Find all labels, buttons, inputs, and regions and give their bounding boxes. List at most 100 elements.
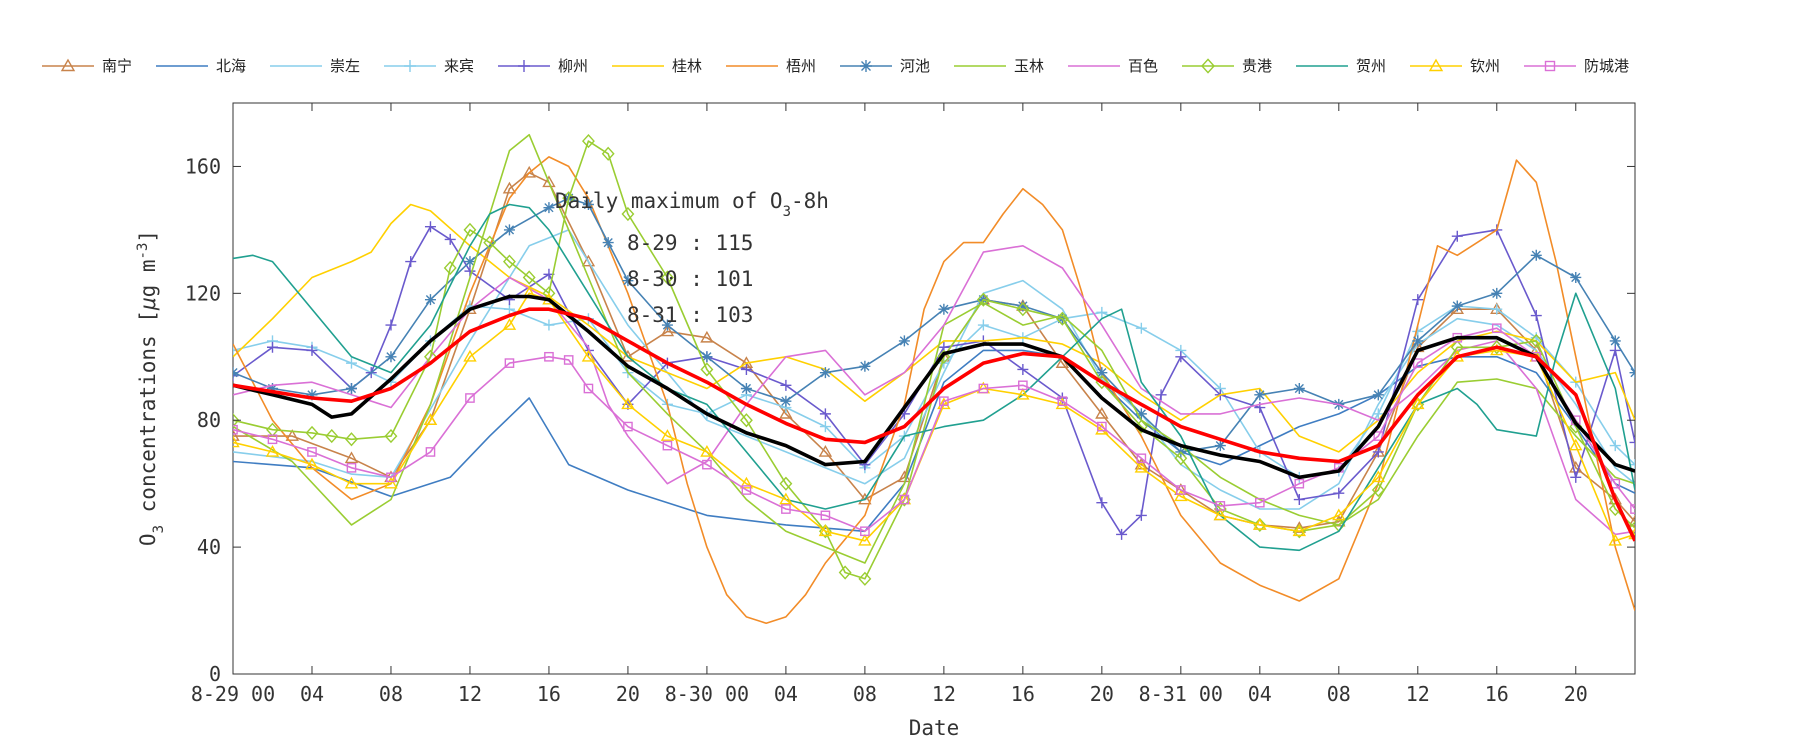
x-tick-label: 08 bbox=[853, 682, 877, 706]
max-annotation: Daily maximum of O3-8h 8-29 : 115 8-30 : 1… bbox=[555, 189, 829, 327]
data-point bbox=[661, 319, 673, 331]
data-point bbox=[1451, 300, 1463, 312]
data-point bbox=[1628, 514, 1635, 527]
data-point bbox=[858, 492, 872, 505]
x-tick-label: 8-31 00 bbox=[1139, 682, 1223, 706]
data-point bbox=[443, 260, 457, 276]
legend-marker bbox=[404, 60, 416, 72]
x-tick-label: 20 bbox=[1564, 682, 1588, 706]
data-point bbox=[780, 395, 792, 407]
y-tick-label: 120 bbox=[185, 281, 221, 305]
data-point bbox=[819, 367, 831, 379]
data-point bbox=[1609, 344, 1621, 356]
data-point bbox=[1373, 431, 1384, 441]
annotation-title: Daily maximum of O3-8h bbox=[555, 189, 829, 220]
series-3 bbox=[233, 229, 1635, 510]
data-point bbox=[344, 476, 359, 489]
data-point bbox=[306, 344, 318, 356]
data-point bbox=[779, 406, 793, 419]
data-point bbox=[937, 349, 951, 364]
data-point bbox=[1176, 485, 1186, 495]
series-11 bbox=[233, 133, 1635, 586]
series-line bbox=[233, 203, 1635, 552]
data-point bbox=[1294, 478, 1305, 489]
data-point bbox=[858, 533, 872, 546]
data-point bbox=[1018, 380, 1028, 391]
data-point bbox=[583, 383, 594, 394]
data-point bbox=[938, 303, 950, 315]
data-point bbox=[1253, 517, 1267, 532]
y-tick-label: 40 bbox=[197, 535, 221, 559]
data-point bbox=[660, 324, 675, 337]
data-point bbox=[1213, 508, 1228, 521]
data-point bbox=[1491, 303, 1503, 315]
data-point bbox=[1332, 508, 1346, 521]
legend-marker bbox=[1544, 60, 1556, 72]
data-point bbox=[503, 224, 515, 236]
x-tick-label: 12 bbox=[1406, 682, 1430, 706]
x-tick-label: 04 bbox=[774, 682, 798, 706]
legend-label: 柳州 bbox=[558, 57, 588, 75]
data-point bbox=[602, 237, 614, 249]
legend-item: 南宁 bbox=[42, 57, 132, 75]
data-point bbox=[1412, 335, 1424, 347]
data-point bbox=[601, 146, 615, 161]
data-point bbox=[977, 319, 989, 331]
data-point bbox=[503, 303, 515, 315]
data-point bbox=[483, 235, 497, 250]
data-point bbox=[425, 447, 436, 457]
data-point bbox=[779, 492, 793, 505]
data-point bbox=[1174, 489, 1188, 502]
series-line bbox=[233, 307, 1635, 542]
data-point bbox=[386, 472, 396, 483]
series-line bbox=[233, 203, 1635, 453]
data-point bbox=[819, 421, 831, 433]
data-point bbox=[1096, 497, 1108, 509]
data-point bbox=[1411, 397, 1425, 410]
data-point bbox=[385, 319, 397, 331]
data-point bbox=[1097, 421, 1107, 432]
x-tick-label: 8-29 00 bbox=[191, 682, 275, 706]
data-point bbox=[1569, 438, 1583, 451]
data-point bbox=[582, 199, 594, 211]
data-point bbox=[1629, 459, 1635, 471]
data-point bbox=[542, 175, 556, 188]
legend-item: 贺州 bbox=[1296, 57, 1386, 75]
data-point bbox=[622, 275, 634, 287]
x-tick-label: 16 bbox=[537, 682, 561, 706]
data-point bbox=[1412, 358, 1423, 368]
y-tick-label: 0 bbox=[209, 662, 221, 686]
data-point bbox=[543, 202, 555, 214]
data-point bbox=[1372, 446, 1384, 458]
data-point bbox=[581, 133, 595, 149]
legend-label: 玉林 bbox=[1014, 57, 1044, 75]
series-layer bbox=[233, 133, 1635, 625]
data-point bbox=[233, 413, 240, 428]
data-point bbox=[1136, 453, 1147, 464]
x-tick-label: 08 bbox=[1327, 682, 1351, 706]
y-axis-label: O3 concentrations [μg m-3] bbox=[135, 230, 167, 546]
series-7 bbox=[233, 156, 1635, 625]
data-point bbox=[937, 397, 951, 410]
series-line bbox=[233, 229, 1635, 510]
data-point bbox=[976, 292, 990, 307]
data-point bbox=[405, 256, 417, 268]
data-point bbox=[1450, 340, 1464, 355]
series-line bbox=[233, 294, 1635, 480]
data-point bbox=[1490, 340, 1504, 355]
data-point bbox=[621, 206, 635, 222]
data-point bbox=[464, 256, 476, 268]
data-point bbox=[858, 571, 872, 586]
legend-item: 防城港 bbox=[1524, 57, 1629, 75]
x-tick-label: 08 bbox=[379, 682, 403, 706]
legend-item: 北海 bbox=[156, 57, 246, 75]
series-15 bbox=[233, 294, 1635, 480]
data-point bbox=[662, 440, 673, 451]
x-tick-label: 20 bbox=[1090, 682, 1114, 706]
data-point bbox=[621, 397, 635, 410]
data-point bbox=[344, 451, 359, 464]
data-point bbox=[859, 360, 871, 372]
